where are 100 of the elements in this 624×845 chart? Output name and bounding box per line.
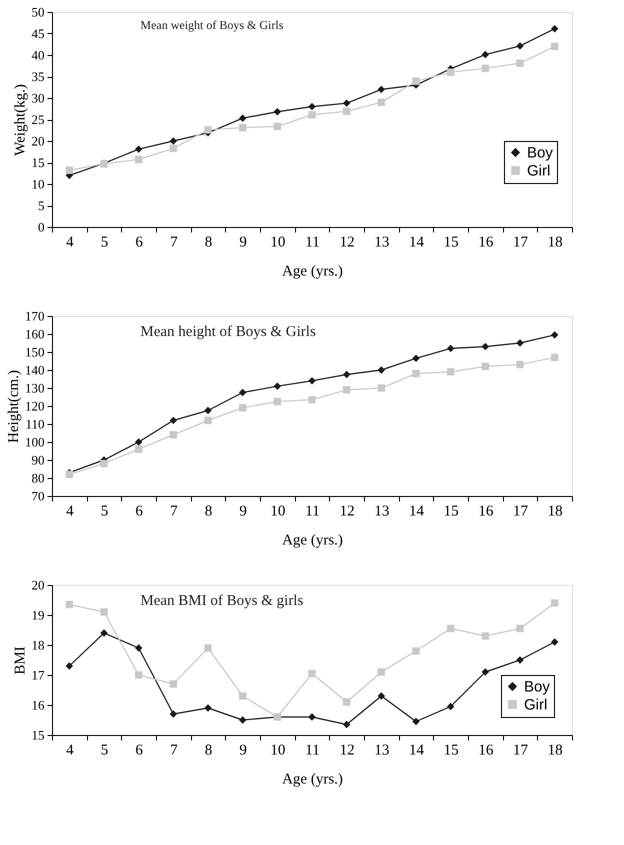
y-tick-label: 17: [32, 668, 45, 682]
x-tick-label: 6: [135, 234, 144, 250]
point: [378, 98, 386, 106]
point: [308, 713, 316, 721]
x-tick-label: 9: [239, 234, 247, 250]
point: [412, 78, 420, 85]
point: [446, 702, 454, 710]
y-tick-label: 80: [32, 470, 44, 486]
point: [308, 102, 316, 110]
x-tick-label: 10: [270, 234, 286, 250]
y-axis-title: Height(cm.): [6, 370, 22, 443]
x-tick-label: 11: [305, 504, 320, 520]
x-tick-label: 6: [135, 504, 144, 520]
point: [238, 124, 246, 132]
point: [274, 398, 282, 406]
x-tick-label: 17: [513, 234, 528, 250]
x-tick-label: 4: [66, 504, 74, 520]
y-tick-label: 90: [32, 452, 44, 468]
x-tick-label: 10: [270, 504, 286, 520]
point: [170, 680, 178, 688]
point: [516, 59, 524, 67]
point: [170, 431, 178, 439]
x-tick-label: 16: [478, 234, 494, 250]
x-tick-label: 9: [239, 504, 247, 520]
point: [134, 145, 142, 153]
point: [238, 388, 246, 396]
point: [446, 68, 454, 76]
point: [134, 438, 142, 446]
x-tick-label: 13: [374, 742, 390, 758]
x-tick-label: 7: [170, 234, 178, 250]
y-tick-label: 160: [25, 326, 44, 342]
y-tick-label: 16: [32, 698, 45, 712]
point: [204, 406, 212, 414]
x-tick-label: 14: [409, 234, 424, 250]
point: [446, 344, 454, 352]
y-axis-title: BMI: [12, 646, 28, 675]
x-tick-label: 5: [100, 742, 108, 758]
x-tick-label: 7: [170, 742, 178, 758]
point: [378, 86, 386, 94]
y-tick-label: 18: [32, 638, 44, 652]
point: [482, 64, 490, 72]
point: [516, 656, 524, 664]
x-tick-label: 13: [374, 234, 390, 250]
point: [342, 99, 350, 107]
y-tick-label: 150: [25, 344, 44, 360]
point: [100, 460, 108, 468]
x-tick-label: 18: [548, 742, 563, 758]
y-tick-label: 170: [25, 308, 44, 324]
x-tick-label: 8: [204, 234, 212, 250]
legend-label: Boy: [527, 144, 554, 162]
x-tick-label: 5: [100, 234, 108, 250]
x-tick-label: 15: [444, 742, 459, 758]
y-tick-label: 15: [32, 728, 44, 742]
point: [550, 42, 558, 50]
point: [516, 42, 524, 50]
x-tick-label: 11: [305, 234, 320, 250]
point: [550, 638, 558, 646]
x-tick-label: 12: [340, 504, 355, 520]
point: [308, 396, 316, 404]
x-tick-label: 4: [66, 234, 74, 250]
point: [342, 720, 350, 728]
point: [238, 114, 246, 122]
point: [516, 360, 524, 368]
point: [446, 368, 454, 376]
text: Mean height of Boys & Girls: [140, 324, 316, 340]
point: [204, 416, 212, 424]
x-axis-title: Age (yrs.): [282, 532, 343, 548]
point: [482, 668, 490, 676]
x-tick-label: 15: [444, 234, 459, 250]
y-tick-label: 70: [32, 488, 44, 504]
x-axis-title: Age (yrs.): [282, 772, 343, 788]
y-tick-label: 30: [32, 90, 44, 106]
point: [308, 377, 316, 385]
x-tick-label: 14: [409, 742, 424, 758]
y-tick-label: 120: [25, 398, 44, 414]
x-tick-label: 5: [100, 504, 108, 520]
point: [170, 710, 178, 718]
x-tick-label: 6: [135, 742, 144, 758]
point: [482, 632, 490, 640]
point: [204, 704, 212, 712]
y-tick-label: 35: [32, 69, 44, 84]
x-tick-label: 16: [478, 504, 494, 520]
point: [550, 331, 558, 339]
point: [204, 126, 212, 134]
x-tick-label: 17: [513, 504, 528, 520]
x-tick-label: 15: [444, 504, 459, 520]
x-tick-label: 12: [340, 234, 355, 250]
legend-label: Girl: [527, 162, 550, 180]
y-tick-label: 0: [38, 220, 44, 234]
point: [482, 342, 490, 350]
point: [482, 362, 490, 370]
point: [238, 716, 246, 724]
point: [66, 166, 74, 174]
point: [482, 50, 490, 58]
y-tick-label: 40: [32, 48, 44, 62]
y-tick-label: 15: [32, 155, 44, 170]
y-tick-label: 25: [32, 112, 44, 127]
point: [134, 644, 142, 652]
point: [550, 25, 558, 32]
point: [100, 629, 108, 637]
